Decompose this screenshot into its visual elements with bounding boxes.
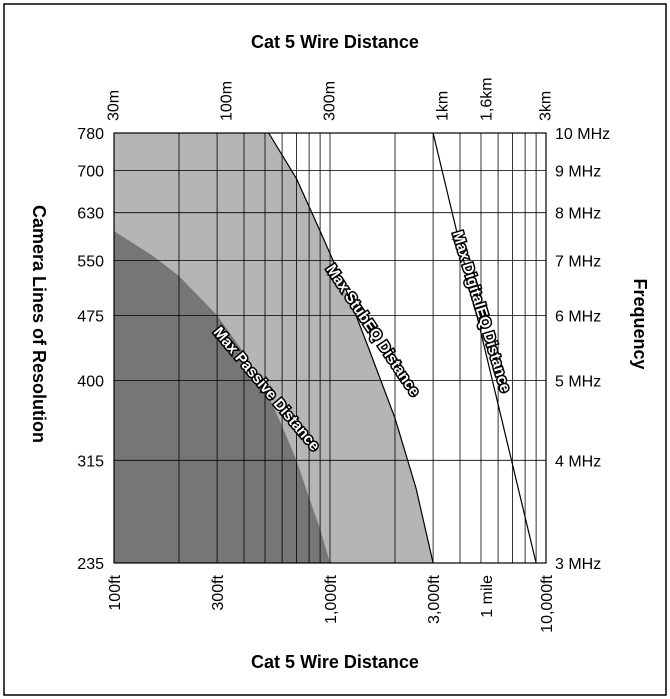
right-tick-label: 7 MHz [555,253,601,270]
top-tick-label: 30m [106,90,123,121]
right-tick-label: 10 MHz [555,126,610,143]
digitaleq-line [432,132,537,564]
right-axis-title: Frequency [630,278,650,369]
bottom-tick-label: 1 mile [479,575,496,618]
passive-region [114,231,330,563]
grid-lines [113,132,547,564]
top-tick-label: 1km [435,91,452,121]
left-tick-label: 315 [77,453,104,470]
right-tick-label: 5 MHz [555,374,601,391]
top-tick-label: 3km [538,91,555,121]
right-tick-label: 4 MHz [555,453,601,470]
bottom-tick-label: 10,000ft [539,574,556,632]
left-tick-label: 235 [77,556,104,573]
left-axis-title: Camera Lines of Resolution [29,205,49,443]
top-axis-title: Cat 5 Wire Distance [251,32,419,52]
bottom-axis-title: Cat 5 Wire Distance [251,652,419,672]
top-tick-label: 300m [322,81,339,121]
right-tick-label: 9 MHz [555,164,601,181]
plot-border [113,132,547,564]
bottom-tick-label: 300ft [210,574,227,610]
tick-labels: 30m 100m 300m 1km 1,6km 3km 100ft 300ft 1,000ft 3… [77,77,610,632]
right-tick-label: 6 MHz [555,308,601,325]
left-tick-label: 475 [77,308,104,325]
left-tick-label: 400 [77,374,104,391]
bottom-tick-label: 3,000ft [426,574,443,623]
stubeq-curve [268,132,434,564]
left-tick-label: 780 [77,126,104,143]
left-tick-label: 550 [77,253,104,270]
right-tick-label: 8 MHz [555,206,601,223]
bottom-tick-label: 1,000ft [323,574,340,623]
top-tick-label: 100m [218,81,235,121]
left-tick-label: 700 [77,164,104,181]
right-tick-label: 3 MHz [555,556,601,573]
plot-area [113,132,547,564]
left-tick-label: 630 [77,206,104,223]
top-tick-label: 1,6km [479,77,496,121]
bottom-tick-label: 100ft [107,574,124,610]
